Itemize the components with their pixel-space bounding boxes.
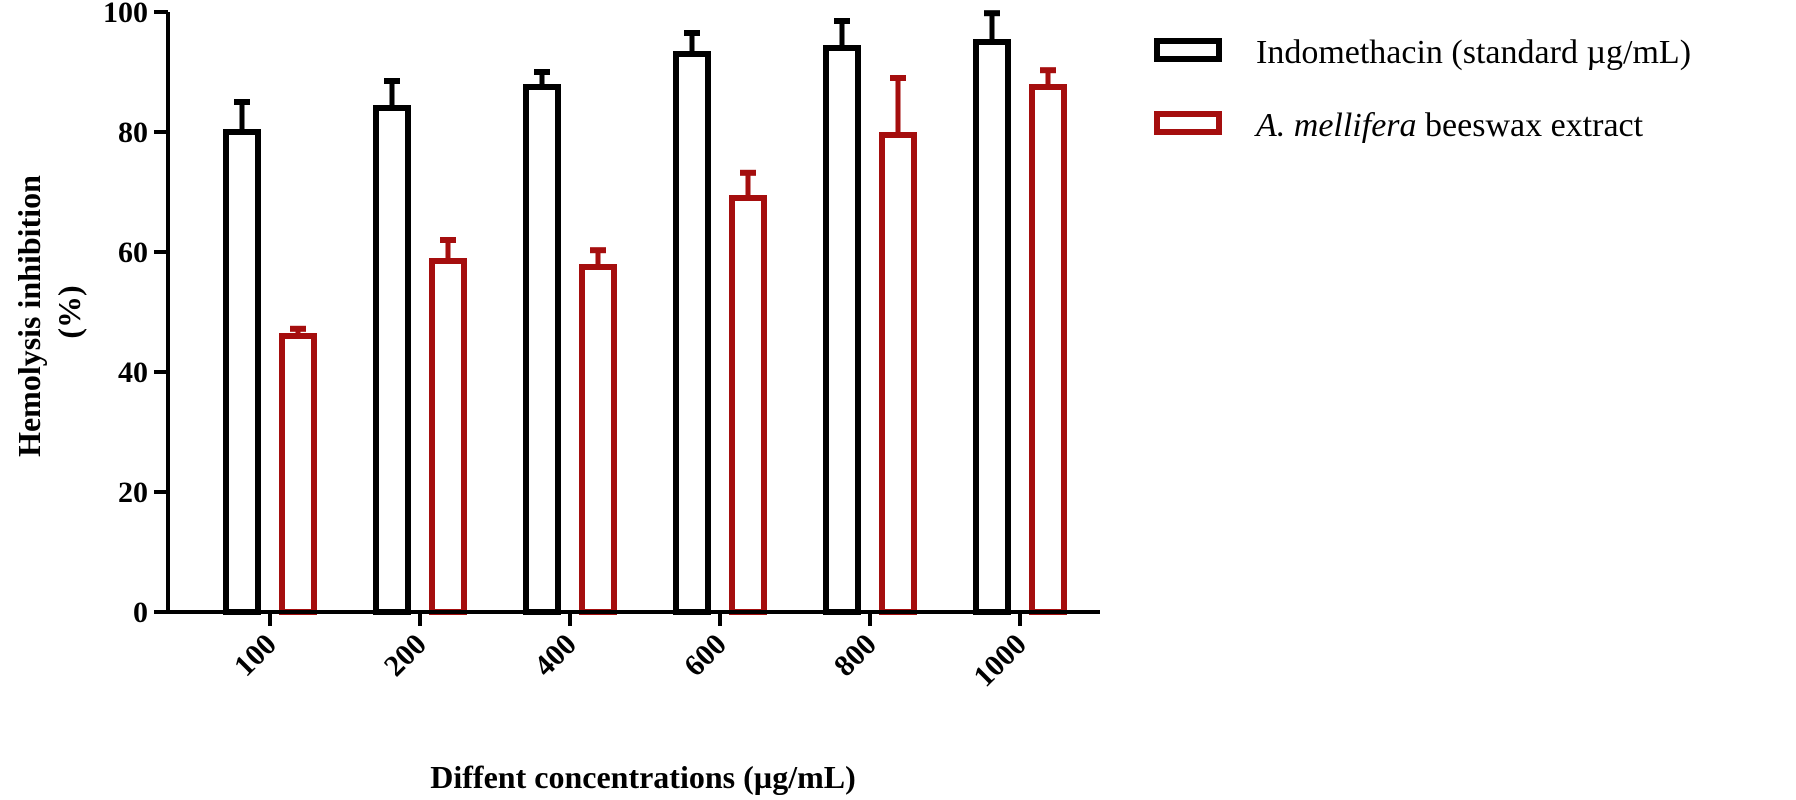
y-axis-title-line1: Hemolysis inhibition	[11, 175, 47, 457]
y-tick-label-40: 40	[118, 356, 148, 389]
bar-s0-100	[223, 129, 261, 615]
bar-s0-400	[523, 84, 561, 615]
x-ticks-layer: 100 200 400 600 800 1000	[228, 612, 1033, 693]
y-axis-title: Hemolysis inhibition (%)	[11, 167, 87, 457]
legend-label-beeswax-rest: beeswax extract	[1417, 107, 1644, 144]
axes-layer	[166, 12, 1100, 614]
bar-s0-600	[673, 51, 711, 615]
x-axis-title: Diffent concentrations (µg/mL)	[430, 759, 855, 795]
legend-label-beeswax: A. mellifera beeswax extract	[1254, 107, 1644, 144]
bar-s0-200	[373, 105, 411, 615]
bar-s1-1000	[1029, 84, 1067, 615]
x-tick-label-600: 600	[678, 628, 733, 683]
x-tick-label-400: 400	[528, 628, 583, 683]
bar-s0-800	[823, 45, 861, 615]
bar-s1-200	[429, 258, 467, 615]
bar-s1-400	[579, 264, 617, 615]
y-tick-label-0: 0	[133, 596, 148, 629]
legend: Indomethacin (standard µg/mL) A. mellife…	[1154, 34, 1691, 144]
legend-swatch-indomethacin	[1154, 38, 1222, 62]
x-tick-label-100: 100	[228, 628, 283, 683]
y-tick-label-60: 60	[118, 236, 148, 269]
bar-s1-600	[729, 195, 767, 615]
y-axis-title-line2: (%)	[51, 285, 87, 338]
x-tick-label-1000: 1000	[967, 628, 1033, 694]
legend-label-indomethacin: Indomethacin (standard µg/mL)	[1256, 34, 1691, 71]
x-tick-label-800: 800	[828, 628, 883, 683]
bars-layer	[223, 10, 1067, 615]
y-tick-label-100: 100	[103, 0, 148, 29]
x-tick-label-200: 200	[378, 628, 433, 683]
y-ticks-layer: 0 20 40 60 80 100	[103, 0, 168, 629]
legend-label-beeswax-species: A. mellifera	[1254, 107, 1417, 144]
legend-swatch-beeswax	[1154, 111, 1222, 135]
bar-s1-100	[279, 333, 317, 615]
bar-s1-800	[879, 132, 917, 615]
y-tick-label-20: 20	[118, 476, 148, 509]
y-tick-label-80: 80	[118, 116, 148, 149]
bar-s0-1000	[973, 39, 1011, 615]
